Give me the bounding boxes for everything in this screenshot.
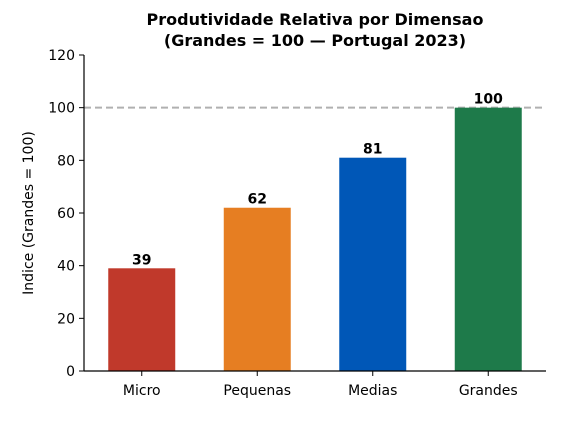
y-tick-label: 80 [57, 153, 75, 169]
chart-title: Produtividade Relativa por Dimensao [147, 10, 484, 29]
x-tick-label-pequenas: Pequenas [223, 383, 291, 399]
y-axis-label: Indice (Grandes = 100) [21, 131, 37, 295]
x-tick-label-micro: Micro [123, 383, 161, 399]
labels-layer: 39 Micro 62 Pequenas 81 Medias 100 Grandes 0 20 40… [48, 48, 517, 399]
y-tick-label: 40 [57, 259, 75, 275]
x-tick-label-grandes: Grandes [459, 383, 518, 399]
y-tick-label: 100 [48, 101, 75, 117]
y-tick-label: 0 [66, 364, 75, 380]
bar-micro [108, 268, 176, 371]
bar-pequenas [223, 207, 291, 371]
data-label-medias: 81 [363, 142, 382, 158]
y-tick-label: 120 [48, 48, 75, 64]
data-label-micro: 39 [132, 252, 151, 268]
axes-layer [79, 54, 546, 376]
y-tick-label: 20 [57, 311, 75, 327]
chart-subtitle: (Grandes = 100 — Portugal 2023) [164, 31, 466, 50]
data-label-pequenas: 62 [248, 192, 267, 208]
bar-medias [339, 157, 407, 371]
bars-layer [108, 107, 522, 372]
data-label-grandes: 100 [474, 92, 503, 108]
y-tick-label: 60 [57, 206, 75, 222]
x-tick-label-medias: Medias [348, 383, 397, 399]
bar-grandes [454, 107, 522, 372]
